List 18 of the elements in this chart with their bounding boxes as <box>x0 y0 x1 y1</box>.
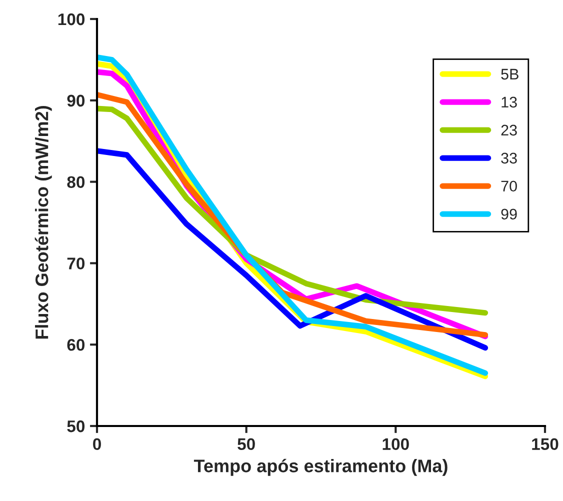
y-tick-label: 80 <box>67 176 85 188</box>
legend-label: 5B <box>501 68 518 80</box>
legend-label: 70 <box>501 180 517 192</box>
legend-label: 13 <box>502 96 517 108</box>
y-axis-title: Fluxo Geotérmico (mW/m2) <box>34 106 52 339</box>
x-tick-label: 0 <box>93 438 101 450</box>
y-tick-label: 60 <box>67 339 85 351</box>
legend-label: 33 <box>501 152 517 164</box>
y-tick-label: 50 <box>67 420 85 432</box>
x-tick-label: 150 <box>532 438 558 450</box>
x-tick-label: 50 <box>238 438 255 450</box>
x-tick-label: 100 <box>382 438 409 450</box>
x-axis-title: Tempo após estiramento (Ma) <box>194 458 448 476</box>
y-tick-label: 70 <box>67 258 85 270</box>
y-tick-label: 90 <box>67 94 85 107</box>
y-tick-label: 100 <box>58 13 85 26</box>
legend-label: 23 <box>501 124 517 136</box>
legend-label: 99 <box>501 208 517 220</box>
